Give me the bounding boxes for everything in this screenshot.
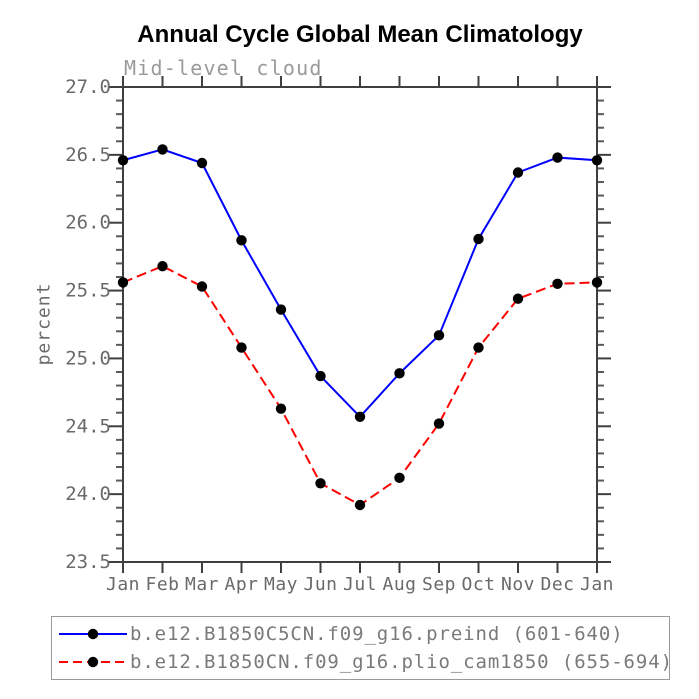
data-point-marker: [591, 155, 603, 166]
legend-marker-dot: [87, 656, 99, 668]
y-tick-label: 27.0: [65, 76, 111, 98]
x-tick-label: Nov: [501, 574, 535, 595]
legend-marker-dot: [87, 628, 99, 640]
data-point-marker: [354, 499, 366, 511]
data-point-marker: [394, 368, 405, 379]
x-tick-label: Jun: [303, 574, 337, 595]
data-point-marker: [157, 260, 168, 272]
y-tick-label: 25.5: [65, 280, 111, 302]
legend: b.e12.B1850C5CN.f09_g16.preind (601-640)…: [51, 616, 672, 680]
chart-title: Annual Cycle Global Mean Climatology: [137, 21, 583, 48]
x-tick-label: Jan: [580, 574, 614, 595]
y-tick-label: 24.0: [65, 483, 111, 505]
x-tick-label: Aug: [382, 574, 416, 595]
data-point-marker: [275, 304, 287, 315]
y-tick-label: 23.5: [65, 551, 111, 573]
data-point-marker: [433, 418, 445, 429]
x-tick-label: Jul: [343, 574, 377, 595]
x-tick-label: May: [264, 574, 298, 595]
data-point-marker: [591, 277, 603, 288]
data-point-marker: [275, 403, 287, 414]
data-point-marker: [473, 342, 484, 353]
data-point-marker: [157, 144, 168, 155]
plot-frame: [122, 86, 598, 563]
legend-line-swatch-solid: [59, 628, 127, 640]
data-point-marker: [473, 233, 484, 245]
data-point-marker: [512, 167, 524, 178]
y-tick-label: 24.5: [65, 415, 111, 437]
data-point-marker: [354, 411, 366, 422]
x-tick-label: Sep: [422, 574, 456, 595]
x-tick-label: Apr: [224, 574, 258, 595]
x-tick-label: Dec: [540, 574, 574, 595]
legend-item-preind: b.e12.B1850C5CN.f09_g16.preind (601-640): [57, 623, 669, 645]
x-tick-label: Mar: [185, 574, 219, 595]
chart-subtitle: Mid-level cloud: [124, 56, 323, 80]
data-point-marker: [315, 478, 326, 489]
y-tick-label: 25.0: [65, 347, 111, 369]
legend-label-plio: b.e12.B1850CN.f09_g16.plio_cam1850 (655-…: [130, 651, 673, 673]
x-tick-label: Jan: [106, 574, 140, 595]
series-line-1: [122, 265, 598, 507]
y-tick-label: 26.5: [65, 144, 111, 166]
legend-item-plio: b.e12.B1850CN.f09_g16.plio_cam1850 (655-…: [57, 651, 672, 673]
data-point-marker: [512, 293, 524, 304]
data-point-marker: [394, 472, 405, 484]
x-tick-label: Oct: [461, 574, 495, 595]
data-point-marker: [315, 370, 326, 382]
data-point-marker: [236, 235, 247, 246]
data-point-marker: [552, 278, 563, 289]
data-point-marker: [196, 157, 208, 169]
data-point-marker: [117, 155, 129, 166]
data-point-marker: [117, 277, 129, 288]
legend-line-swatch-dashed: [59, 656, 127, 668]
legend-label-preind: b.e12.B1850C5CN.f09_g16.preind (601-640): [130, 623, 624, 645]
data-point-marker: [236, 342, 247, 353]
data-point-marker: [196, 281, 208, 292]
y-tick-label: 26.0: [65, 212, 111, 234]
data-point-marker: [552, 152, 563, 163]
data-point-marker: [433, 330, 445, 341]
x-tick-label: Feb: [145, 574, 179, 595]
